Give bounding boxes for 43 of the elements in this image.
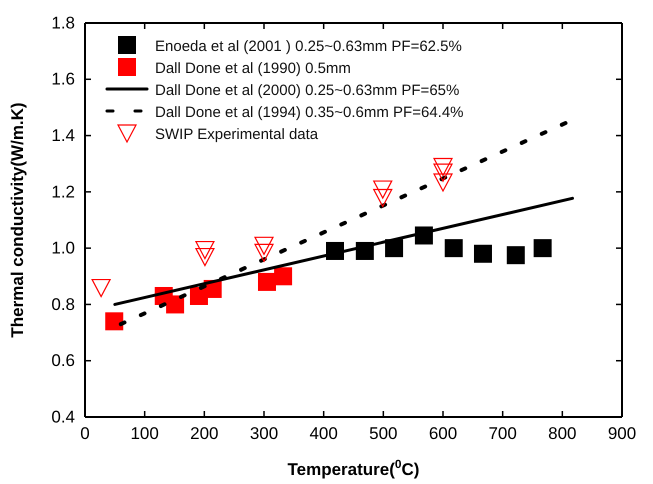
legend-label: SWIP Experimental data	[155, 126, 319, 143]
x-tick-label: 300	[250, 424, 278, 444]
point	[274, 267, 292, 286]
point	[444, 239, 463, 258]
legend-label: Dall Done et al (1994) 0.35~0.6mm PF=64.4%	[155, 104, 464, 121]
y-tick-label: 1.4	[51, 126, 75, 146]
x-tick-label: 400	[309, 424, 338, 444]
x-tick-label: 600	[428, 424, 458, 444]
point	[166, 295, 184, 314]
x-axis-title: Temperature($^{0}$C)	[288, 457, 420, 479]
legend-label: Enoeda et al (2001 ) 0.25~0.63mm PF=62.5%	[155, 38, 462, 55]
point	[373, 180, 392, 199]
y-axis-title: Thermal conductivity(W/m.K)	[8, 102, 27, 338]
point	[195, 240, 215, 260]
x-tick-label: 900	[608, 424, 636, 444]
point	[474, 244, 492, 263]
point	[195, 248, 215, 266]
legend-label: Dall Done et al (1990) 0.5mm	[155, 60, 351, 77]
x-tick-label: 800	[548, 424, 577, 444]
y-tick-label: 0.4	[51, 407, 75, 426]
y-tick-label: 0.6	[51, 351, 75, 370]
point	[433, 164, 453, 182]
x-tick-label: 700	[488, 424, 517, 444]
point	[254, 244, 274, 262]
y-tick-label: 0.8	[51, 294, 75, 314]
y-tick-label: 1.8	[51, 13, 75, 32]
y-tick-label: 1.0	[51, 238, 75, 258]
point	[92, 278, 111, 298]
point	[254, 236, 274, 255]
legend-label: Dall Done et al (2000) 0.25~0.63mm PF=65%	[155, 82, 460, 99]
x-tick-label: 100	[130, 424, 159, 444]
x-tick-label: 0	[80, 424, 90, 444]
point	[433, 158, 453, 176]
y-tick-label: 1.2	[51, 182, 75, 202]
point	[258, 272, 276, 291]
point	[506, 246, 525, 264]
point	[105, 312, 124, 330]
point	[534, 239, 552, 258]
x-tick-label: 200	[190, 424, 219, 444]
x-tick-label: 500	[369, 424, 398, 444]
y-tick-label: 1.6	[51, 70, 75, 89]
point	[433, 173, 453, 192]
point	[373, 188, 392, 208]
